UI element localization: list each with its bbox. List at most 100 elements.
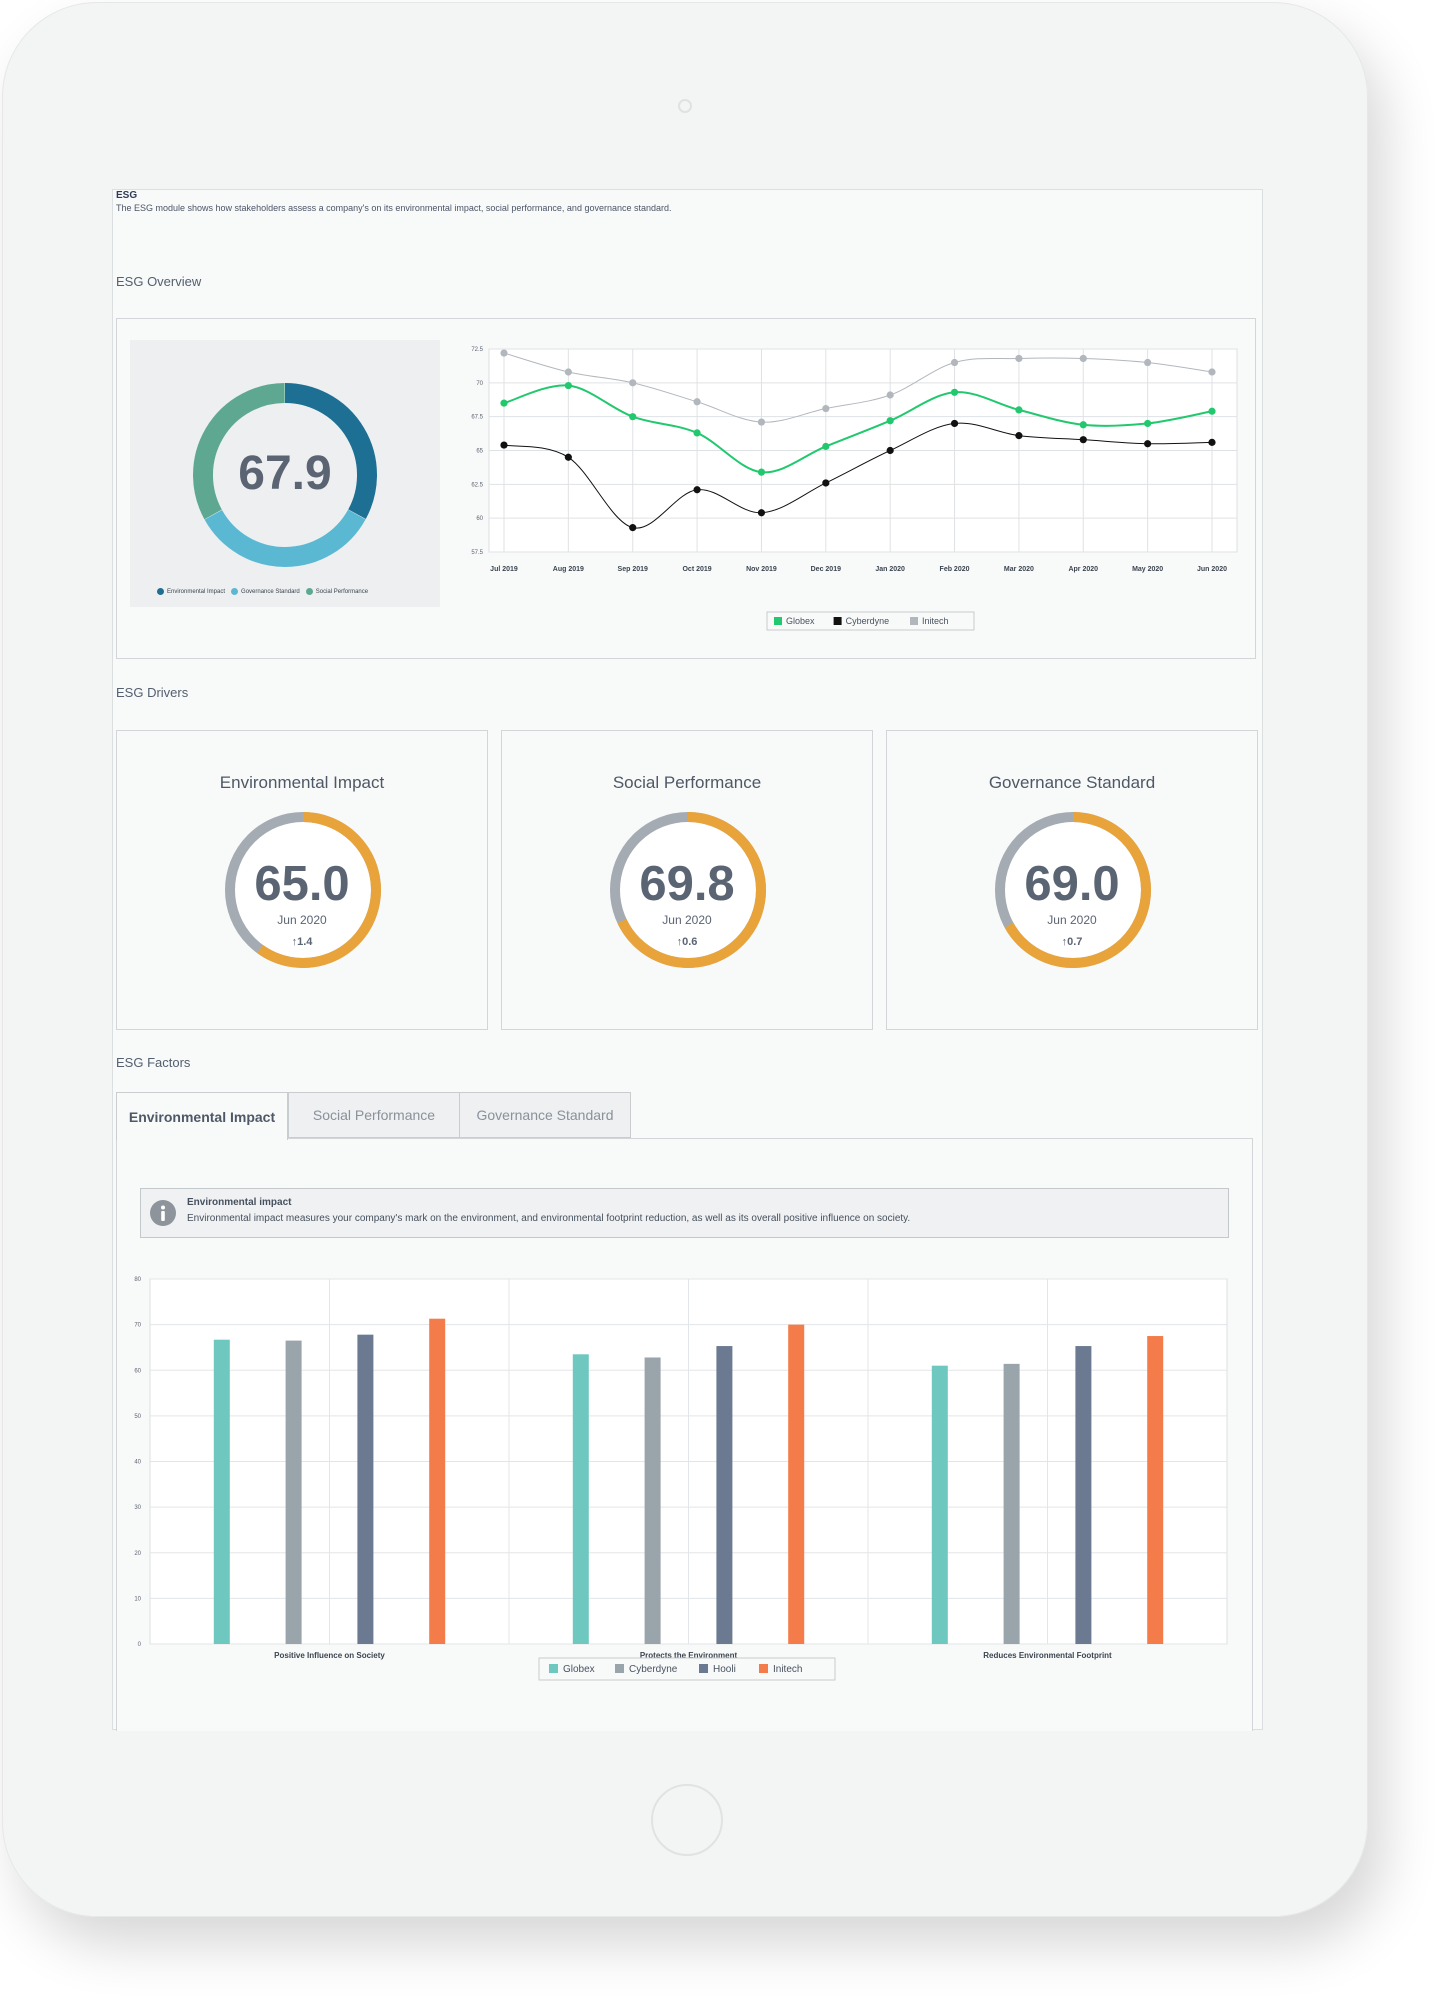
driver-card: Social Performance 69.8 Jun 2020 ↑0.6 [501, 730, 873, 1030]
data-point-cyberdyne [1208, 438, 1216, 446]
x-tick-label: Aug 2019 [553, 566, 584, 573]
y-tick-label: 30 [134, 1505, 141, 1511]
x-tick-label: Nov 2019 [746, 566, 777, 573]
data-point-initech [1208, 368, 1216, 376]
info-icon [150, 1200, 176, 1226]
data-point-globex [1079, 421, 1087, 429]
data-point-initech [950, 358, 959, 367]
bar-hooli [357, 1334, 374, 1644]
y-tick-label: 65 [476, 449, 483, 455]
data-point-initech [886, 391, 894, 399]
home-button[interactable] [651, 1784, 723, 1856]
data-point-cyberdyne [564, 453, 572, 461]
x-tick-label: Oct 2019 [682, 566, 711, 573]
x-tick-label: Positive Influence on Society [274, 1651, 385, 1660]
x-tick-label: Jul 2019 [490, 566, 518, 573]
overall-donut [193, 383, 377, 567]
y-tick-label: 60 [134, 1368, 141, 1374]
legend-swatch [774, 617, 782, 625]
driver-gauge [610, 812, 766, 968]
y-tick-label: 67.5 [471, 415, 483, 421]
data-point-initech [757, 418, 766, 426]
data-point-initech [693, 398, 701, 406]
arrow-up-icon: ↑ [291, 936, 298, 948]
tab-governance-standard[interactable]: Governance Standard [459, 1092, 631, 1138]
legend-swatch [759, 1664, 768, 1673]
x-tick-label: Sep 2019 [618, 566, 648, 573]
y-tick-label: 20 [134, 1551, 141, 1557]
driver-delta-value: 0.7 [1067, 936, 1083, 948]
bar-globex [572, 1354, 589, 1644]
donut-segment [284, 383, 377, 519]
data-point-cyberdyne [1144, 440, 1152, 448]
driver-card: Governance Standard 69.0 Jun 2020 ↑0.7 [886, 730, 1258, 1030]
legend-swatch [833, 617, 842, 625]
driver-card: Environmental Impact 65.0 Jun 2020 ↑1.4 [116, 730, 488, 1030]
driver-title: Governance Standard [988, 773, 1156, 792]
legend-environmental: Environmental Impact [157, 588, 225, 595]
arrow-up-icon: ↑ [1061, 936, 1068, 948]
data-point-cyberdyne [1015, 432, 1023, 440]
legend-swatch [549, 1664, 558, 1673]
driver-date: Jun 2020 [1047, 913, 1097, 927]
gauge-fill [257, 812, 381, 968]
x-tick-label: Dec 2019 [811, 566, 841, 573]
driver-gauge [995, 812, 1151, 968]
y-tick-label: 80 [134, 1277, 141, 1283]
x-tick-label: Feb 2020 [940, 566, 970, 573]
data-point-globex [500, 399, 508, 407]
bar-initech [1147, 1336, 1164, 1644]
data-point-globex [886, 417, 894, 425]
bar-globex [213, 1339, 230, 1644]
donut-segment [193, 383, 286, 520]
y-tick-label: 0 [138, 1642, 142, 1648]
tab-environmental-impact[interactable]: Environmental Impact [116, 1092, 288, 1140]
camera-icon [678, 99, 692, 113]
legend-label: Initech [922, 616, 949, 626]
donut-legend: Environmental Impact Governance Standard… [157, 588, 368, 595]
bar-globex [931, 1365, 948, 1644]
data-point-initech [500, 349, 508, 357]
drivers-label: ESG Drivers [116, 685, 189, 700]
data-point-cyberdyne [822, 479, 830, 487]
data-point-initech [564, 368, 572, 376]
data-point-globex [564, 381, 572, 390]
data-point-globex [757, 468, 766, 476]
x-tick-label: Apr 2020 [1068, 566, 1098, 573]
overall-score: 67.9 [238, 447, 332, 500]
bar-cyberdyne [285, 1340, 302, 1644]
series-line-globex [503, 384, 1213, 474]
factors-panel: Environmental impact Environmental impac… [116, 1138, 1253, 1731]
esg-trend-line-chart: 57.5 60 62.5 65 67.5 70 72.5 Jul 2019 Aug 2019 Se… [471, 347, 1238, 631]
driver-delta: ↑0.7 [887, 936, 1257, 948]
legend-swatch [910, 617, 918, 625]
data-point-initech [822, 404, 830, 413]
data-point-globex [629, 413, 637, 421]
info-title: Environmental impact [187, 1197, 292, 1208]
data-point-initech [629, 379, 637, 387]
gauge-fill [1004, 812, 1151, 968]
y-tick-label: 70 [476, 381, 483, 387]
x-tick-label: May 2020 [1132, 566, 1163, 573]
x-tick-label: Jan 2020 [875, 566, 905, 573]
legend-label: Hooli [713, 1664, 736, 1675]
legend-dot [305, 588, 313, 595]
data-point-globex [1208, 407, 1216, 415]
legend-box [766, 611, 975, 631]
bar-hooli [716, 1346, 733, 1644]
legend-dot [231, 588, 239, 595]
legend-label: Initech [773, 1664, 802, 1675]
tab-social-performance[interactable]: Social Performance [288, 1092, 460, 1138]
series-line-initech [503, 352, 1213, 423]
data-point-globex [693, 429, 701, 437]
info-box: Environmental impact Environmental impac… [140, 1188, 1229, 1238]
data-point-cyberdyne [886, 446, 894, 455]
factors-label: ESG Factors [116, 1055, 191, 1070]
driver-delta: ↑0.6 [502, 936, 872, 948]
bar-initech [429, 1318, 446, 1644]
driver-title: Environmental Impact [219, 773, 385, 792]
y-tick-label: 62.5 [471, 482, 483, 488]
data-point-cyberdyne [1079, 436, 1087, 444]
esg-factors-bar-chart: 0 10 20 30 40 50 60 70 80 Positive Influence on S… [134, 1277, 1228, 1681]
data-point-globex [822, 442, 830, 451]
